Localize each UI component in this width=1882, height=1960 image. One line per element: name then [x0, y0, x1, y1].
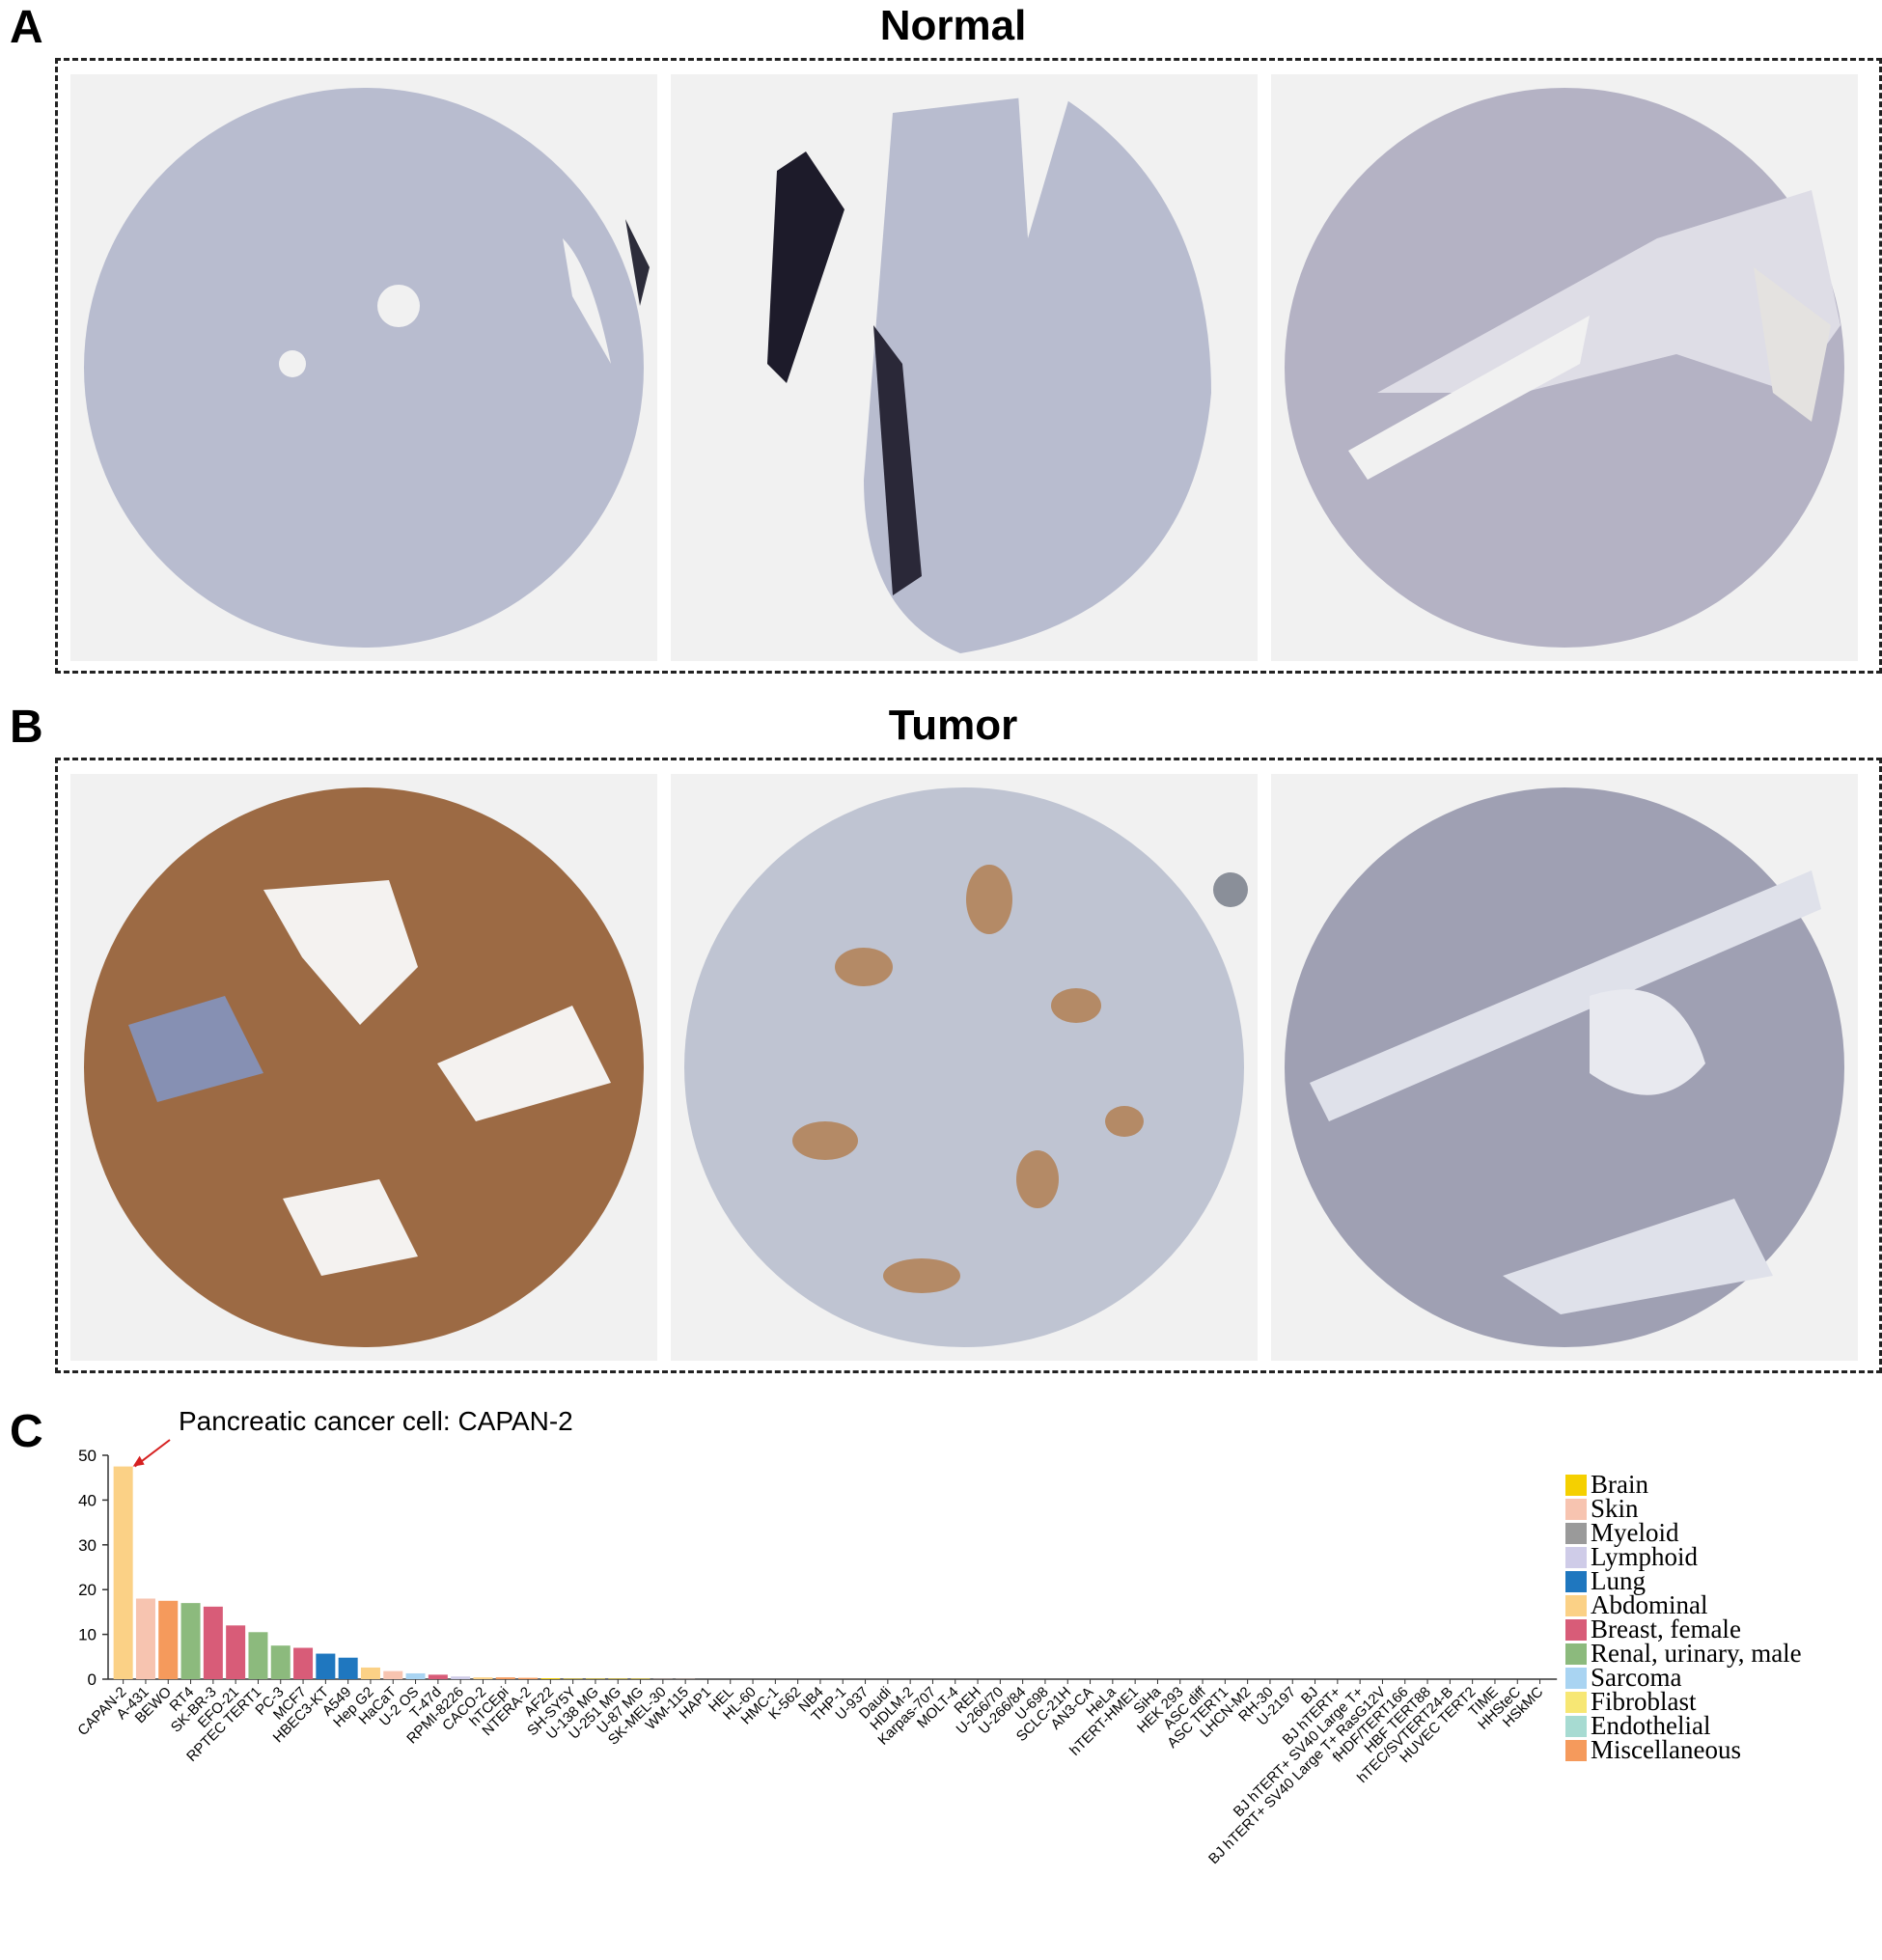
panel-c-letter: C	[10, 1406, 43, 1457]
bar	[428, 1674, 448, 1679]
tumor-frame	[55, 758, 1882, 1373]
bar	[248, 1632, 268, 1679]
normal-frame	[55, 58, 1882, 674]
y-tick-label: 30	[78, 1536, 97, 1555]
legend: BrainSkinMyeloidLymphoidLungAbdominalBre…	[1565, 1470, 1802, 1764]
legend-label: Sarcoma	[1591, 1663, 1681, 1692]
panel-a-title: Normal	[879, 2, 1027, 49]
legend-swatch	[1565, 1692, 1587, 1713]
bar	[203, 1606, 223, 1679]
panel-a-letter: A	[10, 2, 43, 53]
legend-label: Brain	[1591, 1470, 1648, 1499]
legend-label: Myeloid	[1591, 1518, 1679, 1547]
bar	[360, 1667, 380, 1679]
legend-swatch	[1565, 1716, 1587, 1737]
tumor-tissue-image-1	[70, 774, 657, 1361]
legend-label: Skin	[1591, 1494, 1639, 1523]
panel-b-title: Tumor	[888, 702, 1018, 749]
bar	[270, 1645, 291, 1679]
bar	[293, 1647, 314, 1679]
legend-swatch	[1565, 1547, 1587, 1568]
legend-swatch	[1565, 1475, 1587, 1496]
bar	[405, 1672, 426, 1679]
bar	[495, 1677, 515, 1679]
legend-label: Abdominal	[1591, 1590, 1708, 1619]
legend-swatch	[1565, 1571, 1587, 1592]
cell-line-bar-chart: 0 10 20 30 40 50 CAPAN-2A-431BEWORT4SK-BR-3EF…	[74, 1406, 1802, 1867]
tumor-tissue-image-2	[671, 774, 1258, 1361]
legend-label: Breast, female	[1591, 1615, 1741, 1643]
legend-label: Renal, urinary, male	[1591, 1639, 1802, 1668]
bar	[135, 1598, 155, 1679]
legend-swatch	[1565, 1643, 1587, 1665]
legend-label: Endothelial	[1591, 1711, 1710, 1740]
bar	[473, 1677, 493, 1679]
annotation: Pancreatic cancer cell: CAPAN-2	[132, 1406, 573, 1468]
bar	[316, 1653, 336, 1679]
legend-label: Lung	[1591, 1566, 1646, 1595]
legend-swatch	[1565, 1523, 1587, 1544]
legend-swatch	[1565, 1499, 1587, 1520]
tumor-tissue-image-3	[1271, 774, 1858, 1361]
legend-label: Miscellaneous	[1591, 1735, 1741, 1764]
legend-swatch	[1565, 1595, 1587, 1616]
legend-swatch	[1565, 1619, 1587, 1641]
legend-label: Fibroblast	[1591, 1687, 1697, 1716]
legend-swatch	[1565, 1740, 1587, 1761]
normal-tissue-image-1	[70, 74, 657, 661]
y-tick-label: 0	[88, 1670, 97, 1689]
bar	[540, 1678, 561, 1679]
normal-tissue-image-2	[671, 74, 1258, 661]
bar	[518, 1677, 539, 1679]
y-tick-label: 10	[78, 1626, 97, 1644]
y-tick-label: 40	[78, 1491, 97, 1509]
y-tick-label: 20	[78, 1581, 97, 1599]
bar	[180, 1603, 201, 1679]
bar	[383, 1670, 403, 1679]
normal-tissue-image-3	[1271, 74, 1858, 661]
bar	[451, 1676, 471, 1679]
y-tick-label: 50	[78, 1447, 97, 1465]
panel-b-letter: B	[10, 702, 43, 753]
bar	[226, 1625, 246, 1679]
annotation-text: Pancreatic cancer cell: CAPAN-2	[179, 1406, 573, 1436]
bars	[113, 1466, 1541, 1684]
legend-label: Lymphoid	[1591, 1542, 1699, 1571]
bar	[158, 1600, 179, 1679]
bar	[338, 1657, 358, 1679]
bar	[113, 1466, 133, 1679]
legend-swatch	[1565, 1668, 1587, 1689]
annotation-arrowhead	[132, 1455, 145, 1467]
